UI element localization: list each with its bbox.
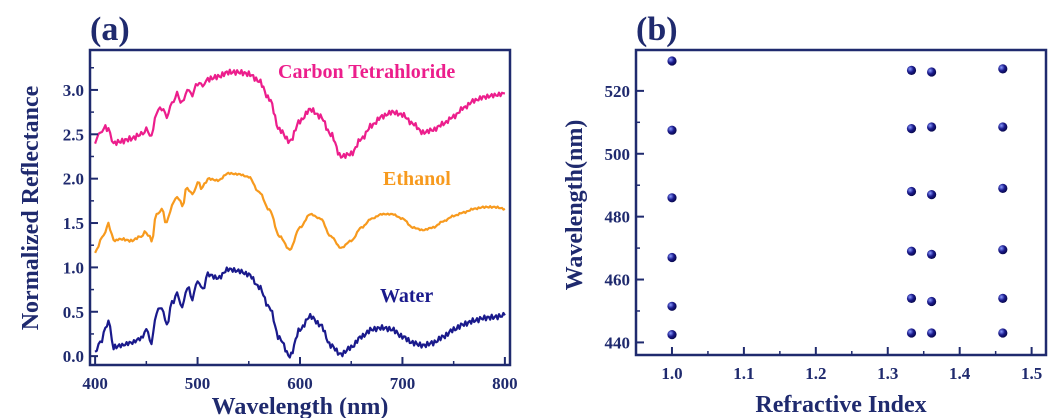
scatter-point <box>667 193 677 203</box>
scatter-point <box>927 296 937 307</box>
scatter-point <box>667 330 677 340</box>
x-tick-label: 500 <box>185 374 211 393</box>
y-tick-label: 0.5 <box>63 303 84 322</box>
series-label-carbon-tetrahloride: Carbon Tetrahloride <box>278 61 455 83</box>
panel-a-plot-area <box>94 68 506 359</box>
scatter-point <box>998 328 1008 338</box>
panel-b-label: (b) <box>636 11 678 48</box>
scatter-point <box>998 64 1008 74</box>
series-line-ethanol <box>94 171 506 254</box>
panel-a-axes-frame <box>88 48 512 367</box>
scatter-point <box>667 56 677 66</box>
series-label-ethanol: Ethanol <box>383 168 451 190</box>
panel-b-plot-area <box>667 56 1008 340</box>
x-tick-label: 400 <box>82 374 108 393</box>
series-label-water: Water <box>380 285 433 307</box>
scatter-point <box>998 122 1008 132</box>
scatter-point <box>906 65 917 75</box>
series-line-water <box>94 266 506 359</box>
y-tick-label: 500 <box>605 145 631 164</box>
scatter-point <box>998 245 1008 255</box>
panel-b-ticks: 1.0 1.1 1.2 1.3 1.4 1.5 440 460 480 500 520 <box>605 82 1043 383</box>
x-tick-label: 700 <box>390 374 416 393</box>
x-tick-label: 1.2 <box>805 364 826 383</box>
y-tick-label: 1.5 <box>63 214 84 233</box>
scatter-point <box>927 190 937 200</box>
y-tick-label: 3.0 <box>63 81 84 100</box>
x-tick-label: 800 <box>492 374 518 393</box>
panel-b-chart: (b) 1.0 1.1 1.2 1.3 1.4 1.5 440 460 480 500 520 Re… <box>562 11 1048 418</box>
series-line-carbon-tetrahloride <box>94 68 506 159</box>
scatter-point <box>667 125 677 135</box>
scatter-point <box>927 122 937 132</box>
scatter-point <box>667 301 677 311</box>
y-tick-label: 2.0 <box>63 170 84 189</box>
x-tick-label: 1.3 <box>877 364 898 383</box>
scatter-point <box>906 328 917 338</box>
y-tick-label: 460 <box>605 271 631 290</box>
panel-b-x-axis-title: Refractive Index <box>755 392 926 418</box>
scatter-point <box>906 293 917 303</box>
scatter-point <box>906 186 917 197</box>
y-tick-label: 2.5 <box>63 125 84 144</box>
y-tick-label: 440 <box>605 333 631 352</box>
x-tick-label: 1.1 <box>733 364 754 383</box>
x-tick-label: 1.5 <box>1021 364 1042 383</box>
scatter-point <box>906 124 917 134</box>
scatter-point <box>927 249 937 259</box>
panel-a-ticks: 400 500 600 700 800 0.0 0.5 1.0 1.5 2.0 2.5 3.0 <box>63 66 518 393</box>
panel-b-axes-frame <box>634 48 1048 357</box>
scatter-point <box>667 252 677 263</box>
scatter-point <box>998 183 1008 193</box>
y-tick-label: 520 <box>605 82 631 101</box>
panel-b-y-axis-title: Wavelength(nm) <box>562 120 588 291</box>
scatter-point <box>906 246 917 256</box>
panel-a-y-axis-title: Normalized Reflectance <box>18 85 44 330</box>
y-tick-label: 480 <box>605 208 631 227</box>
x-tick-label: 1.4 <box>949 364 971 383</box>
x-tick-label: 600 <box>287 374 313 393</box>
scatter-point <box>998 293 1008 303</box>
x-tick-label: 1.0 <box>661 364 682 383</box>
y-tick-label: 1.0 <box>63 258 84 277</box>
scatter-point <box>927 328 937 338</box>
y-tick-label: 0.0 <box>63 347 84 366</box>
panel-a-x-axis-title: Wavelength (nm) <box>212 394 389 418</box>
panel-a-chart: (a) 400 500 600 700 800 0.0 0.5 1.0 1.5 2.0 2.5 3.0… <box>18 11 518 418</box>
panel-a-label: (a) <box>90 11 130 48</box>
scatter-point <box>927 67 937 77</box>
